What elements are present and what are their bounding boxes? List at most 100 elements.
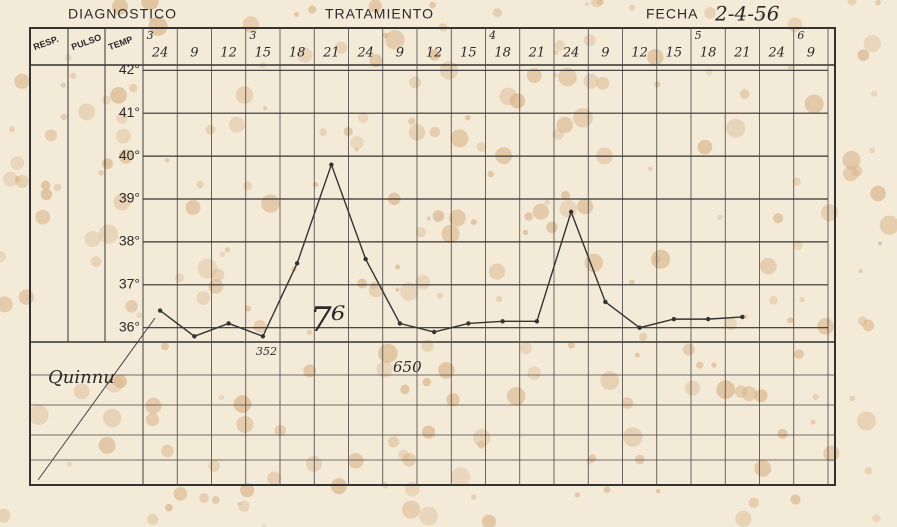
day-label: 3 <box>249 29 256 42</box>
stain <box>9 126 15 132</box>
stain <box>573 108 593 128</box>
temp-header: TEMP <box>107 34 134 52</box>
stain <box>629 5 635 11</box>
stain <box>294 12 299 17</box>
stain <box>869 148 875 154</box>
stain <box>510 93 525 108</box>
y-tick-label: 40° <box>119 147 140 163</box>
stain <box>799 297 804 302</box>
stain <box>358 113 368 123</box>
stain <box>622 397 634 409</box>
stain <box>639 333 647 341</box>
stain <box>584 74 599 89</box>
stain <box>370 282 378 290</box>
stain <box>817 318 834 335</box>
stain <box>875 0 881 5</box>
stain <box>415 275 430 290</box>
stain <box>698 140 713 155</box>
stain <box>41 181 51 191</box>
stain <box>196 291 210 305</box>
stain <box>591 0 603 7</box>
stain <box>125 300 138 313</box>
stain <box>186 200 201 215</box>
annotation: 352 <box>256 345 277 358</box>
stain <box>174 487 187 500</box>
stain <box>165 158 169 162</box>
stain <box>234 395 252 413</box>
data-point <box>706 317 710 321</box>
stain <box>61 114 67 120</box>
stain <box>219 395 225 401</box>
stain <box>773 213 783 223</box>
stain <box>220 252 225 257</box>
x-tick-label: 12 <box>631 46 648 61</box>
stain <box>85 231 101 247</box>
stain <box>409 77 421 89</box>
stain <box>546 222 557 233</box>
stain <box>870 186 886 202</box>
stain <box>61 82 67 88</box>
stain <box>238 501 249 512</box>
x-tick-label: 18 <box>494 46 511 61</box>
y-tick-label: 39° <box>119 190 140 206</box>
stain <box>471 219 477 225</box>
data-point <box>535 319 539 323</box>
stain <box>742 386 757 401</box>
annotation: 7⁶ <box>310 300 345 340</box>
stain <box>19 289 34 304</box>
stain <box>489 264 505 280</box>
stain <box>103 409 121 427</box>
x-tick-label: 24 <box>562 46 580 61</box>
annotation: Quinnu <box>48 367 115 388</box>
data-point <box>603 300 607 304</box>
x-tick-label: 9 <box>190 46 198 61</box>
stain <box>437 293 443 299</box>
stain <box>267 472 281 486</box>
stain <box>600 371 619 390</box>
x-tick-label: 15 <box>666 46 683 61</box>
stain <box>749 497 759 507</box>
stain <box>114 375 127 388</box>
stain <box>585 2 589 6</box>
stain <box>236 416 253 433</box>
stain <box>29 405 49 425</box>
stain <box>199 493 209 503</box>
stain <box>41 189 52 200</box>
stain <box>243 181 252 190</box>
day-label: 5 <box>695 29 702 42</box>
stain <box>70 73 76 79</box>
stain <box>760 258 777 275</box>
x-tick-label: 9 <box>807 46 815 61</box>
stain <box>493 8 502 17</box>
x-tick-label: 15 <box>460 46 477 61</box>
stain <box>584 34 596 46</box>
x-tick-label: 24 <box>151 46 169 61</box>
stain <box>523 230 528 235</box>
stain <box>850 396 856 402</box>
stain <box>754 460 771 477</box>
stain <box>857 49 869 61</box>
stain <box>451 467 470 486</box>
stain <box>254 320 267 333</box>
stain <box>67 462 72 467</box>
stain <box>651 250 670 269</box>
stain <box>871 91 877 97</box>
stain <box>14 74 29 89</box>
data-point <box>500 319 504 323</box>
stain <box>438 362 455 379</box>
data-point <box>226 321 230 325</box>
paper-stains <box>0 0 897 527</box>
stain <box>129 84 137 92</box>
stain <box>740 89 750 99</box>
stain <box>865 467 873 475</box>
stain <box>350 136 363 149</box>
stain <box>787 317 793 323</box>
stain <box>862 320 874 332</box>
data-point <box>637 326 641 330</box>
stain <box>419 507 438 526</box>
x-tick-label: 9 <box>396 46 404 61</box>
stain <box>596 77 609 90</box>
stain <box>308 6 316 14</box>
data-point <box>261 334 265 338</box>
stain <box>487 171 493 177</box>
